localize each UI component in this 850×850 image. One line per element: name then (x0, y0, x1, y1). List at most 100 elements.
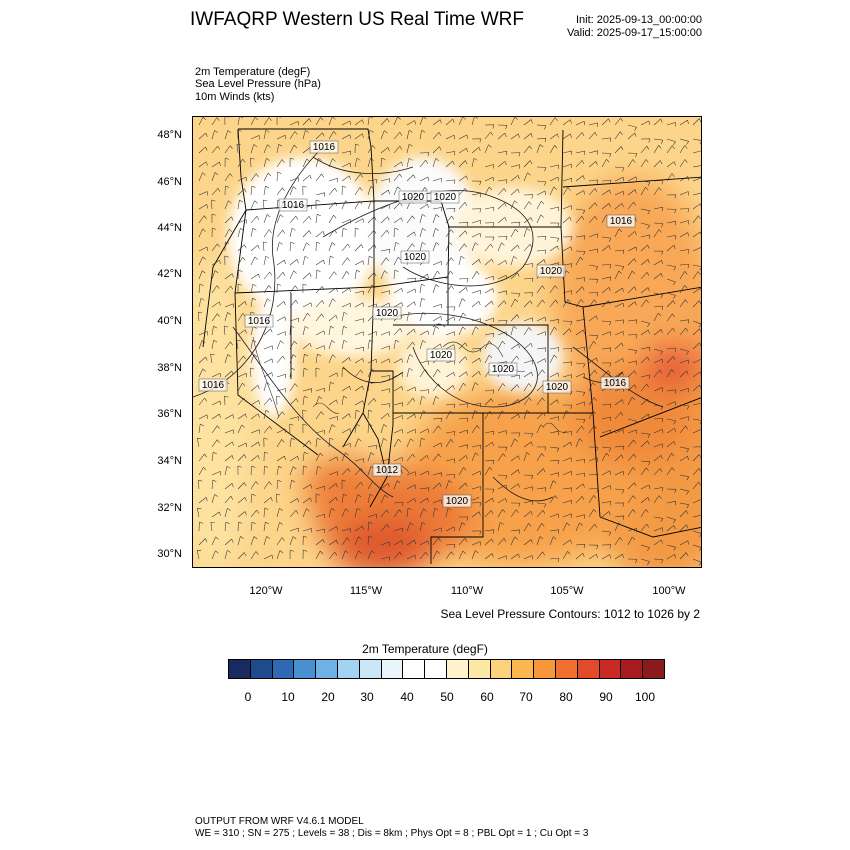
wind-barb (523, 263, 533, 266)
wind-barb (224, 285, 231, 294)
wind-barb (692, 177, 701, 182)
wind-barb-flag (658, 229, 662, 233)
wind-barb (250, 429, 260, 434)
wind-barb (341, 302, 351, 308)
wind-barb (328, 202, 336, 210)
wind-barb (445, 151, 455, 154)
wind-barb-flag (544, 181, 547, 186)
wind-barb-flag (514, 438, 518, 442)
wind-barb-flag (631, 270, 636, 275)
wind-barb (276, 171, 278, 182)
wind-barb-flag (399, 328, 403, 333)
wind-barb (354, 369, 361, 378)
wind-barb-flag (493, 431, 495, 436)
wind-barb (614, 488, 625, 491)
wind-barb (692, 320, 701, 325)
wind-barb (627, 176, 637, 182)
wind-barb (692, 514, 701, 518)
wind-barb-flag (473, 157, 478, 161)
wind-barb (276, 395, 278, 406)
wind-barb (445, 439, 451, 448)
wind-barb (237, 244, 245, 252)
wind-barb (354, 550, 359, 560)
wind-barb (692, 558, 701, 563)
wind-barb-flag (518, 152, 521, 157)
wind-barb (614, 319, 624, 322)
wind-barb-flag (412, 453, 416, 458)
wind-barb (406, 471, 416, 476)
colorbar-swatch (621, 660, 644, 678)
wind-barb-flag (371, 200, 375, 204)
wind-barb (328, 424, 333, 434)
wind-barb (263, 186, 266, 196)
wind-barb (692, 429, 701, 434)
wind-barb-flag (698, 215, 701, 220)
wind-barb (562, 410, 567, 420)
wind-barb-flag (400, 469, 403, 474)
colorbar-swatch (577, 660, 600, 678)
wind-barb-flag (264, 465, 269, 468)
wind-barb (666, 313, 673, 322)
wind-barb-flag (422, 228, 426, 231)
wind-barb-flag (557, 245, 559, 250)
wind-barb-flag (290, 157, 294, 160)
wind-barb-flag (686, 370, 689, 375)
isobar-label: 1020 (542, 380, 572, 394)
wind-barb-flag (514, 298, 519, 303)
wind-barb-flag (531, 292, 534, 297)
wind-barb (211, 340, 214, 350)
wind-barb-flag (437, 369, 441, 373)
wind-barb (523, 486, 533, 490)
wind-barb (432, 158, 436, 168)
colorbar-tick: 30 (360, 690, 374, 704)
wind-barb (510, 298, 516, 308)
wind-barb-flag (219, 511, 221, 516)
wind-barb-flag (622, 287, 624, 292)
wind-barb-flag (475, 326, 479, 330)
wind-barb-flag (558, 319, 560, 324)
wind-barb (237, 398, 245, 406)
wind-barb (211, 259, 220, 266)
wind-barb-flag (659, 160, 663, 165)
wind-barb (302, 528, 312, 532)
wind-barb (302, 368, 305, 378)
wind-barb (224, 538, 232, 546)
wind-barb (549, 347, 559, 350)
wind-barb-flag (397, 256, 402, 261)
wind-barb-flag (505, 125, 508, 130)
wind-barb-flag (531, 194, 534, 199)
wind-barb-flag (375, 359, 377, 364)
wind-barb-flag (660, 329, 663, 334)
wind-barb (276, 374, 286, 378)
wind-barb (276, 340, 281, 350)
wind-barb-flag (479, 530, 482, 535)
wind-barb-flag (553, 536, 557, 540)
wind-barb-flag (253, 354, 258, 358)
colorbar-tick: 50 (440, 690, 454, 704)
wind-barb (666, 544, 676, 548)
wind-barb-flag (226, 465, 231, 469)
wind-barb (328, 471, 338, 476)
wind-barb (315, 269, 318, 280)
wind-barb (432, 242, 437, 252)
wind-barb (614, 399, 623, 406)
wind-barb (692, 418, 701, 421)
wind-barb-flag (567, 551, 571, 555)
wind-barb (692, 231, 701, 238)
wind-barb (640, 272, 648, 280)
colorbar-title: 2m Temperature (degF) (362, 642, 488, 656)
wind-barb (432, 453, 439, 462)
wind-barb (536, 347, 546, 350)
wind-barb-flag (266, 382, 270, 385)
isobar-label: 1020 (442, 494, 472, 508)
wind-barb (432, 442, 442, 448)
wind-barb (523, 217, 532, 224)
wind-barb (562, 513, 572, 518)
wind-barb-flag (269, 271, 273, 276)
wind-barb-flag (293, 186, 297, 190)
wind-barb (367, 550, 372, 560)
colorbar-swatch (381, 660, 404, 678)
wind-barb-flag (268, 117, 272, 121)
wind-barb-flag (544, 236, 547, 241)
wind-barb (679, 348, 689, 352)
